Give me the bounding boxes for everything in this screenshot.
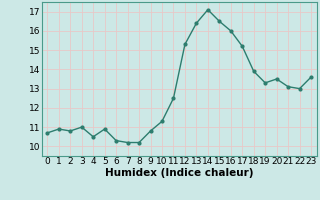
X-axis label: Humidex (Indice chaleur): Humidex (Indice chaleur) <box>105 168 253 178</box>
